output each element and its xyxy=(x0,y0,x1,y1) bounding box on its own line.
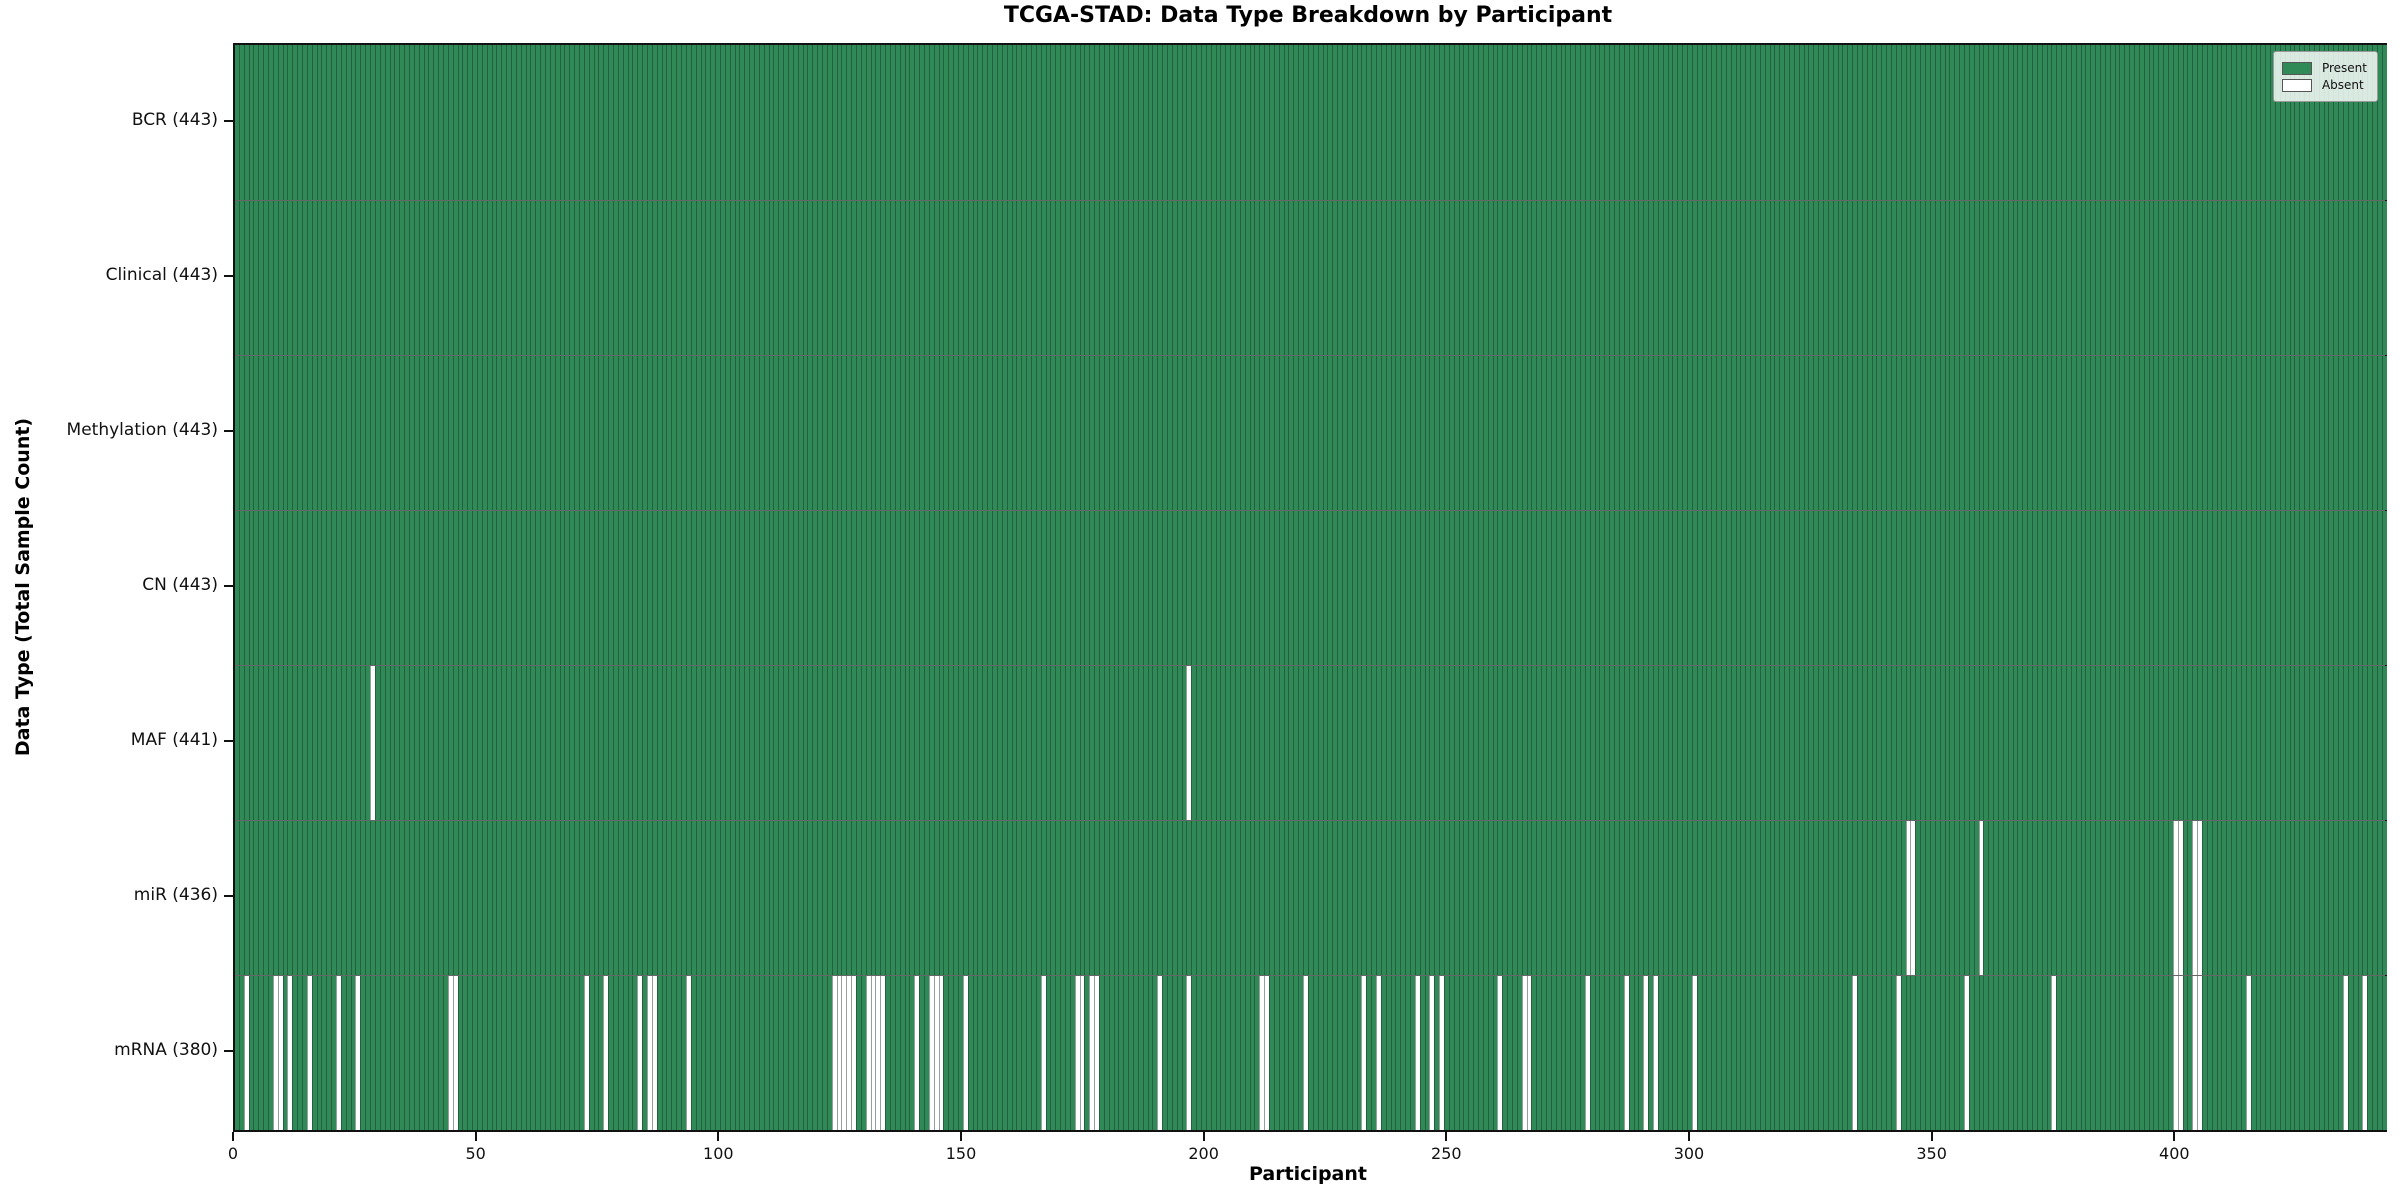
y-tick-mark xyxy=(224,429,233,432)
y-tick-mark xyxy=(224,739,233,742)
legend: Present Absent xyxy=(2272,51,2378,102)
y-tick-mark xyxy=(224,1049,233,1052)
y-tick-label-Clinical: Clinical (443) xyxy=(105,265,218,285)
y-tick-mark xyxy=(224,119,233,122)
y-tick-label-CN: CN (443) xyxy=(142,575,218,595)
x-tick-mark xyxy=(2173,1132,2176,1141)
legend-label-present: Present xyxy=(2321,61,2367,75)
y-tick-label-BCR: BCR (443) xyxy=(131,110,218,130)
heatmap-row-MAF xyxy=(235,665,2387,820)
y-tick-label-MAF: MAF (441) xyxy=(130,730,218,750)
heatmap-row-mRNA xyxy=(235,975,2387,1130)
y-tick-label-miR: miR (436) xyxy=(133,885,218,905)
x-tick-mark xyxy=(1930,1132,1933,1141)
x-tick-mark xyxy=(1202,1132,1205,1141)
x-tick-label-150: 150 xyxy=(945,1144,977,1163)
legend-swatch-absent xyxy=(2281,78,2312,92)
x-axis-label: Participant xyxy=(1248,1163,1367,1185)
heatmap-row-BCR xyxy=(235,45,2387,200)
legend-swatch-present xyxy=(2281,61,2312,75)
x-tick-mark xyxy=(1445,1132,1448,1141)
heatmap-row-Clinical xyxy=(235,200,2387,355)
x-tick-mark xyxy=(474,1132,477,1141)
x-tick-mark xyxy=(959,1132,962,1141)
heatmap-row-Methylation xyxy=(235,355,2387,510)
x-tick-label-200: 200 xyxy=(1188,1144,1219,1163)
x-tick-mark xyxy=(717,1132,720,1141)
x-tick-label-300: 300 xyxy=(1673,1144,1705,1163)
y-tick-mark xyxy=(224,894,233,897)
legend-entry-present: Present xyxy=(2281,61,2367,75)
legend-entry-absent: Absent xyxy=(2281,78,2367,92)
x-tick-mark xyxy=(232,1132,234,1141)
heatmap-row-miR xyxy=(235,820,2387,975)
heatmap-row-CN xyxy=(235,510,2387,665)
y-tick-label-mRNA: mRNA (380) xyxy=(114,1040,218,1060)
x-tick-label-100: 100 xyxy=(703,1144,734,1163)
chart-title: TCGA-STAD: Data Type Breakdown by Partic… xyxy=(1003,3,1613,28)
x-tick-label-400: 400 xyxy=(2159,1144,2190,1163)
x-tick-label-0: 0 xyxy=(227,1144,239,1163)
y-tick-mark xyxy=(224,584,233,587)
x-tick-mark xyxy=(1687,1132,1690,1141)
x-tick-label-50: 50 xyxy=(465,1144,486,1163)
x-tick-label-250: 250 xyxy=(1431,1144,1462,1163)
y-tick-mark xyxy=(224,274,233,277)
heatmap-rows xyxy=(235,45,2387,1130)
x-tick-label-350: 350 xyxy=(1916,1144,1947,1163)
legend-label-absent: Absent xyxy=(2321,78,2364,92)
heatmap-plot-area: Present Absent xyxy=(233,43,2387,1132)
y-tick-label-Methylation: Methylation (443) xyxy=(66,420,218,440)
